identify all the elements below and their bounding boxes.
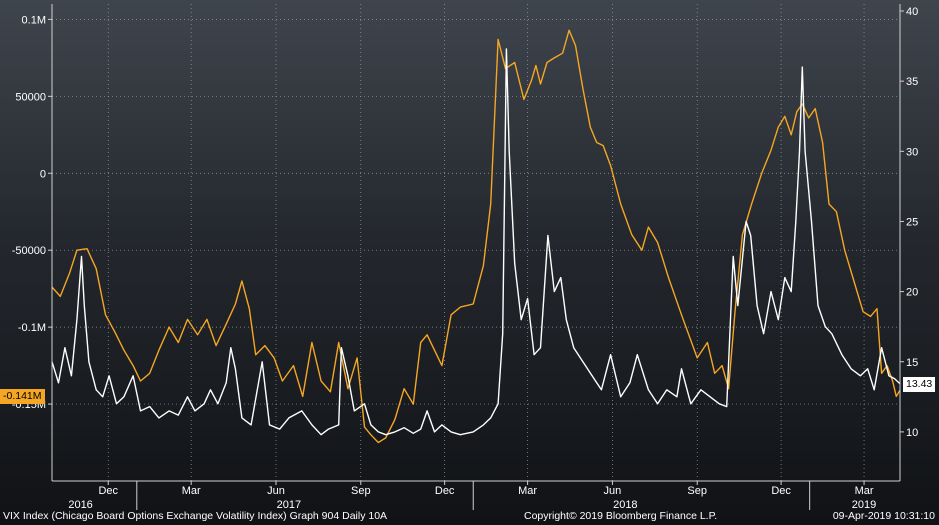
grid-lines xyxy=(52,4,900,481)
right-tick-label-4: 30 xyxy=(906,146,918,158)
x-month-label-8: Dec xyxy=(771,485,791,497)
white-last-value-badge: 13.43 xyxy=(903,377,936,392)
right-tick-label-1: 15 xyxy=(906,357,918,369)
right-tick-label-5: 35 xyxy=(906,76,918,88)
x-year-label-2: 2018 xyxy=(613,499,637,511)
left-tick-label-3: -50000 xyxy=(12,245,46,257)
x-month-label-4: Dec xyxy=(435,485,455,497)
x-month-label-6: Jun xyxy=(604,485,622,497)
x-year-label-3: 2019 xyxy=(852,499,876,511)
x-month-label-9: Mar xyxy=(855,485,874,497)
orange-last-value: -0.141M xyxy=(3,390,42,402)
series-line-1 xyxy=(51,48,901,436)
x-month-label-1: Mar xyxy=(182,485,201,497)
series-lines xyxy=(51,29,901,444)
left-tick-label-4: -0.1M xyxy=(18,322,46,334)
right-tick-label-3: 25 xyxy=(906,216,918,228)
footer-copyright: Copyright© 2019 Bloomberg Finance L.P. xyxy=(524,510,718,522)
right-tick-label-0: 10 xyxy=(906,427,918,439)
x-year-label-1: 2017 xyxy=(277,499,301,511)
left-tick-label-2: 0 xyxy=(40,168,46,180)
x-month-label-3: Sep xyxy=(351,485,371,497)
series-line-0 xyxy=(51,29,901,444)
footer-bar: VIX Index (Chicago Board Options Exchang… xyxy=(0,510,939,525)
left-tick-label-1: 50000 xyxy=(15,91,46,103)
x-month-label-5: Mar xyxy=(518,485,537,497)
x-month-label-0: Dec xyxy=(98,485,118,497)
x-month-label-7: Sep xyxy=(687,485,707,497)
x-year-label-0: 2016 xyxy=(68,499,92,511)
footer-timestamp: 09-Apr-2019 10:31:10 xyxy=(832,510,935,522)
x-month-label-2: Jun xyxy=(267,485,285,497)
left-tick-label-0: 0.1M xyxy=(22,14,46,26)
axes: 0.1M500000-50000-0.1M-0.15M1015202530354… xyxy=(12,4,918,511)
right-tick-label-6: 40 xyxy=(906,6,918,18)
right-tick-label-2: 20 xyxy=(906,287,918,299)
footer-security-description: VIX Index (Chicago Board Options Exchang… xyxy=(3,510,388,522)
orange-last-value-badge: -0.141M xyxy=(0,389,45,404)
white-last-value: 13.43 xyxy=(906,378,933,390)
